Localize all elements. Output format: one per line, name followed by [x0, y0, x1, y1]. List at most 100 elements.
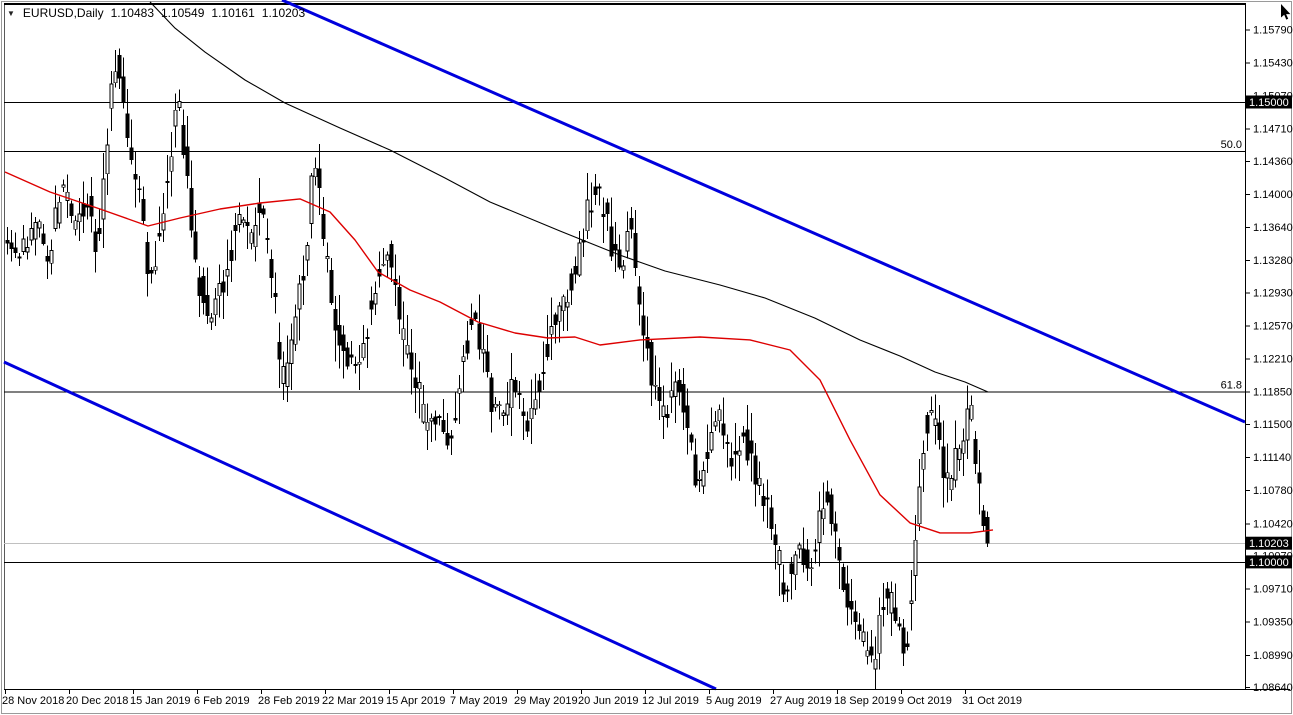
candle-bull [589, 210, 594, 213]
candle-bear [681, 384, 686, 413]
date-tick-label: 27 Aug 2019 [770, 695, 832, 707]
level-price-badge-label: 1.10000 [1249, 557, 1289, 569]
price-tick-label: 1.11140 [1253, 452, 1291, 464]
chart-title: ▼ EURUSD,Daily 1.10483 1.10549 1.10161 1… [7, 6, 305, 20]
candle-bull [21, 238, 26, 252]
candle-bull [861, 631, 866, 642]
price-axis-labels[interactable]: 1.157901.154301.150701.147101.143601.140… [1246, 24, 1293, 694]
candle-bear [337, 324, 342, 346]
symbol-period-label: EURUSD,Daily [22, 6, 104, 20]
candle-bull [25, 247, 30, 253]
candle-bear [317, 168, 322, 188]
candle-bear [45, 256, 50, 262]
price-tick-label: 1.15430 [1253, 57, 1293, 69]
candle-bear [641, 315, 646, 336]
candle-bear [333, 309, 338, 331]
candle-bear [925, 415, 930, 434]
candle-bear [617, 249, 622, 268]
candle-bull [289, 339, 294, 364]
candle-bear [517, 392, 522, 396]
candle-bear [657, 387, 662, 402]
price-tick-label: 1.10780 [1253, 485, 1293, 497]
candle-bull [361, 343, 366, 359]
candle-bull [253, 225, 258, 248]
candle-bull [797, 544, 802, 550]
candle-bull [113, 71, 118, 84]
candle-bear [649, 341, 654, 386]
price-tick-label: 1.09350 [1253, 617, 1293, 629]
candle-bear [485, 351, 490, 373]
candle-bull [777, 550, 782, 565]
candle-bear [449, 435, 454, 439]
candle-bear [369, 300, 374, 310]
channel-lower-trendline[interactable] [3, 360, 717, 691]
candle-bull [265, 238, 270, 240]
candle-bull [373, 293, 378, 305]
level-price-badge [1246, 555, 1292, 569]
date-tick-label: 9 Oct 2019 [898, 695, 952, 707]
candle-bear [221, 281, 226, 293]
price-tick-label: 1.15790 [1253, 24, 1293, 36]
candle-bull [709, 432, 714, 451]
candle-bear [9, 242, 14, 249]
candle-bear [833, 523, 838, 532]
candle-bull [225, 269, 230, 277]
candle-bull [109, 83, 114, 109]
candle-bull [177, 101, 182, 108]
price-tick-label: 1.11850 [1253, 387, 1292, 399]
candle-bear [745, 429, 750, 461]
candle-bear [813, 549, 818, 552]
candle-bear [689, 434, 694, 443]
candle-bear [885, 588, 890, 599]
candle-bull [565, 301, 570, 308]
date-tick-label: 29 May 2019 [514, 695, 578, 707]
date-tick-label: 15 Apr 2019 [386, 695, 445, 707]
candle-bull [757, 477, 762, 486]
candle-bear [69, 203, 74, 217]
candle-bear [525, 420, 530, 432]
quote-high: 1.10549 [161, 6, 205, 20]
candle-bull [533, 399, 538, 410]
time-axis-labels[interactable]: 28 Nov 2018 20 Dec 2018 15 Jan 2019 6 Feb 2… [2, 690, 1022, 707]
candle-bear [141, 199, 146, 222]
candle-bull [209, 317, 214, 323]
date-tick-label: 31 Oct 2019 [962, 695, 1022, 707]
chevron-down-icon[interactable]: ▼ [7, 8, 15, 18]
price-tick-label: 1.14710 [1253, 124, 1293, 136]
candle-bear [341, 334, 346, 351]
candle-bear [521, 411, 526, 417]
candle-bull [313, 167, 318, 178]
candle-bear [941, 446, 946, 478]
price-tick-label: 1.13640 [1253, 222, 1293, 234]
candle-bear [145, 242, 150, 275]
channel-upper-trendline[interactable] [281, 0, 1246, 424]
candle-bull [561, 296, 566, 312]
candle-bull [57, 201, 62, 224]
candle-bear [301, 276, 306, 281]
ma-fast-red-line [4, 171, 994, 534]
candle-bear [261, 208, 266, 215]
candle-bear [97, 228, 102, 234]
level-price-badge-label: 1.15000 [1249, 97, 1289, 109]
candle-bear [845, 583, 850, 608]
candle-bull [493, 403, 498, 408]
candle-bear [721, 423, 726, 436]
candle-bull [437, 416, 442, 419]
candle-bear [729, 457, 734, 467]
candle-bear [905, 643, 910, 648]
candle-bear [893, 607, 898, 621]
candle-bear [841, 567, 846, 591]
ma-slow-black-line [149, 1, 989, 393]
candle-bear [605, 202, 610, 215]
candle-bear [773, 534, 778, 546]
candle-bear [609, 226, 614, 257]
candle-bull [385, 254, 390, 261]
candle-bear [121, 76, 126, 103]
candle-bull [821, 508, 826, 520]
candle-bear [785, 589, 790, 592]
price-tick-label: 1.14360 [1253, 156, 1293, 168]
candle-bear [593, 186, 598, 195]
date-tick-label: 12 Jul 2019 [642, 695, 699, 707]
candle-bull [961, 440, 966, 454]
